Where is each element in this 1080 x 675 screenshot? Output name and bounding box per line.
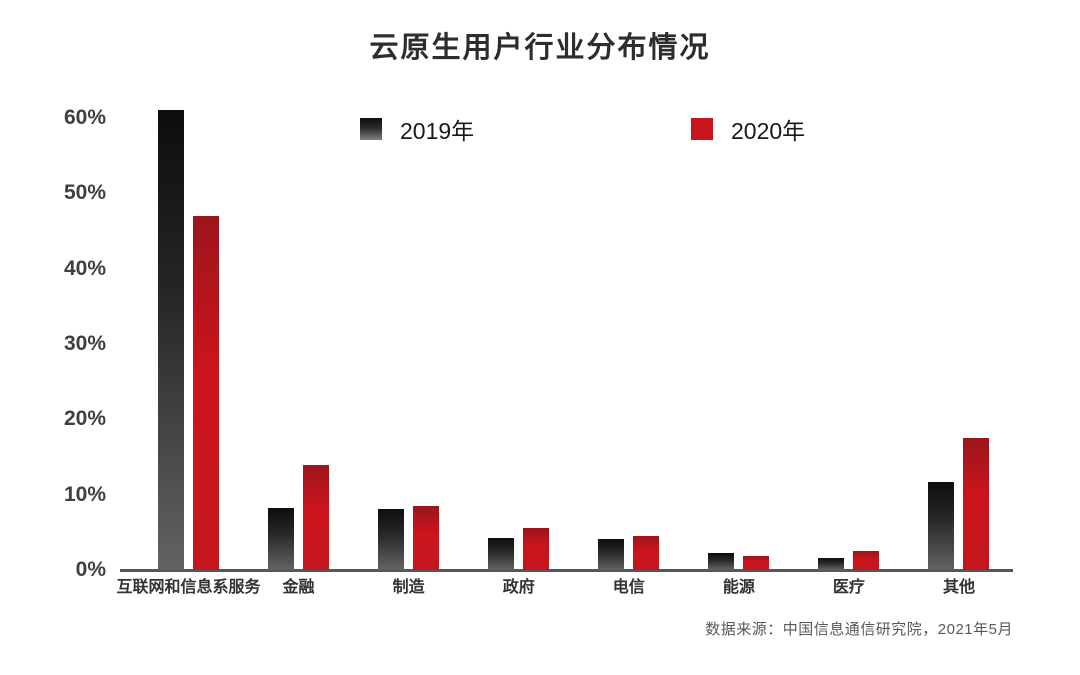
- bar-2020: [853, 551, 880, 570]
- x-axis-category-label: 制造: [392, 579, 425, 596]
- legend-item-2020: 2020年: [691, 117, 805, 144]
- y-axis-tick-label: 30%: [63, 332, 106, 355]
- bar-2019: [378, 508, 405, 570]
- y-axis-tick-label: 50%: [63, 181, 106, 205]
- chart-title: 云原生用户行业分布情况: [369, 32, 711, 64]
- bar-2019: [598, 539, 625, 570]
- legend-swatch-2020-icon: [691, 118, 713, 140]
- bar-2020: [633, 536, 660, 570]
- y-axis-tick-label: 0%: [75, 558, 106, 581]
- bar-2020: [303, 464, 330, 570]
- bar-2020: [523, 527, 550, 570]
- bar-2019: [928, 481, 955, 570]
- legend-label-2020: 2020年: [731, 118, 806, 144]
- x-axis-category-label: 其他: [942, 579, 975, 596]
- x-axis-category-label: 能源: [722, 579, 755, 596]
- y-axis-tick-label: 20%: [63, 407, 106, 431]
- bar-2019: [488, 538, 515, 570]
- y-axis-tick-label: 10%: [63, 482, 106, 506]
- source-note: 数据来源：中国信息通信研究院，2021年5月: [705, 621, 1013, 638]
- y-axis-tick-label: 40%: [63, 256, 106, 280]
- bar-2019: [158, 110, 184, 570]
- x-axis-category-label: 医疗: [832, 579, 865, 596]
- legend-label-2019: 2019年: [400, 118, 475, 144]
- bar-2019: [818, 557, 845, 570]
- bar-2020: [743, 555, 770, 570]
- bar-2020: [193, 215, 219, 570]
- x-axis-line: [120, 569, 1013, 572]
- x-axis-category-label: 金融: [282, 579, 315, 596]
- bar-2019: [268, 508, 295, 570]
- bar-2020: [963, 438, 990, 570]
- x-axis-category-label: 政府: [502, 579, 535, 596]
- x-axis-category-label: 互联网和信息系服务: [116, 579, 261, 596]
- bar-2020: [413, 505, 440, 570]
- bar-2019: [708, 552, 735, 570]
- legend-swatch-2019-icon: [360, 118, 382, 140]
- y-axis-tick-label: 60%: [63, 106, 106, 129]
- legend-item-2019: 2019年: [360, 117, 474, 144]
- x-axis-category-label: 电信: [612, 579, 645, 596]
